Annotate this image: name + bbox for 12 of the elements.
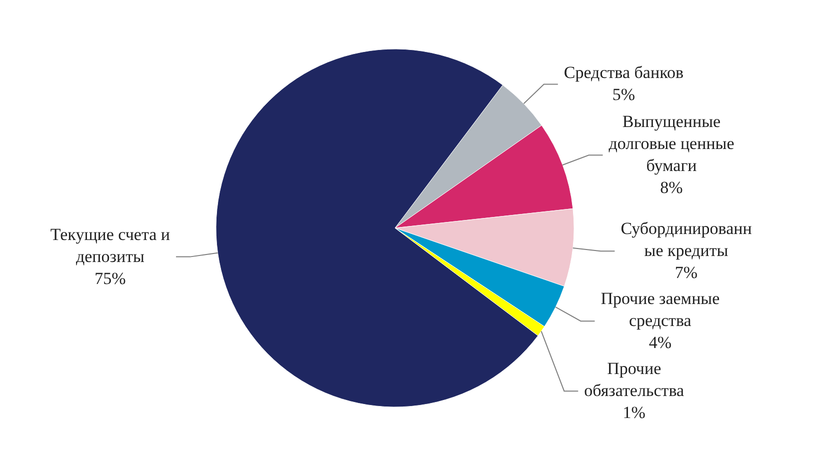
data-label: 1%	[622, 403, 646, 422]
slice-label: Средства банков	[564, 63, 684, 82]
slice-label: Прочие заемные средства	[600, 289, 720, 330]
slice-label: Прочие обязательства	[584, 359, 684, 400]
slice-label: Субординированные кредиты	[620, 219, 752, 260]
slice-label: Выпущенные долговые ценные бумаги	[608, 112, 734, 176]
data-label: 8%	[660, 178, 683, 198]
slice-label: Текущие счета и депозиты	[50, 224, 170, 266]
data-label: 5%	[612, 85, 636, 104]
data-label: 7%	[674, 263, 698, 282]
data-label: 75%	[94, 268, 126, 288]
data-label: 4%	[648, 333, 672, 352]
